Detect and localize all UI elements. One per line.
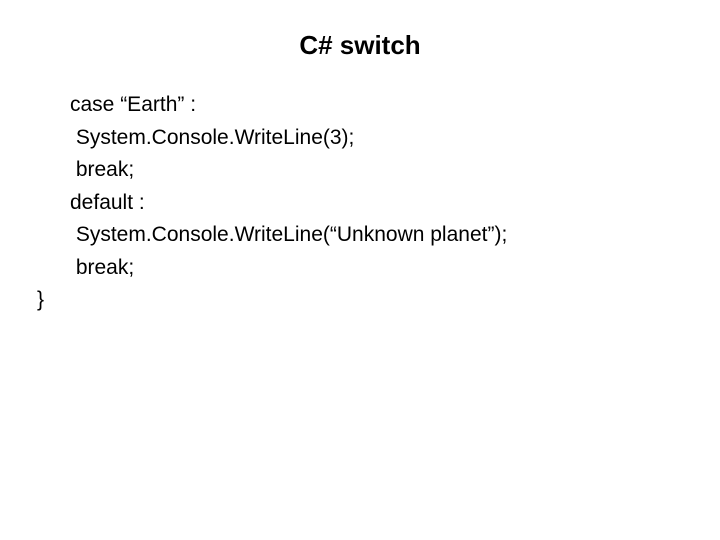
slide-title: C# switch <box>20 30 700 61</box>
code-line: break; <box>70 252 700 285</box>
code-line: break; <box>70 154 700 187</box>
code-block: case “Earth” : System.Console.WriteLine(… <box>50 89 700 317</box>
code-line: System.Console.WriteLine(3); <box>70 122 700 155</box>
code-line: System.Console.WriteLine(“Unknown planet… <box>70 219 700 252</box>
code-line: } <box>37 284 700 317</box>
code-line: default : <box>70 187 700 220</box>
code-line: case “Earth” : <box>70 89 700 122</box>
